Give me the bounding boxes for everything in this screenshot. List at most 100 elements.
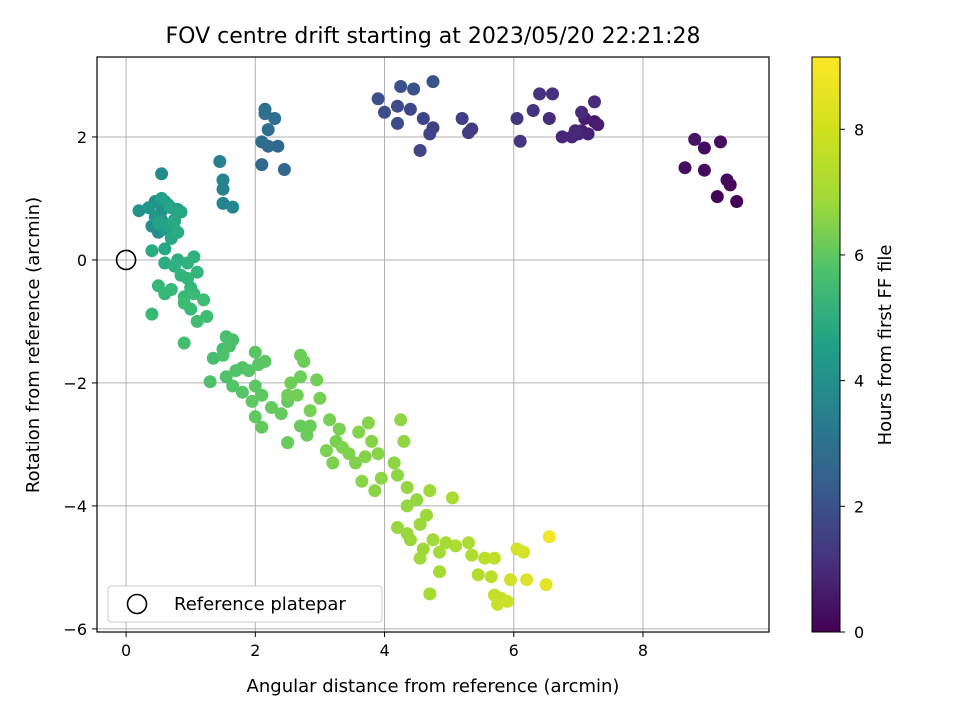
data-point <box>197 293 211 307</box>
data-point <box>374 471 388 485</box>
x-tick-label: 4 <box>379 641 389 660</box>
data-point <box>303 419 317 433</box>
data-point <box>504 573 517 587</box>
data-point <box>226 333 240 347</box>
data-point <box>332 422 346 436</box>
data-point <box>168 259 181 273</box>
data-point <box>526 104 540 117</box>
data-point <box>190 314 204 328</box>
colorbar-tick-label: 0 <box>854 623 864 642</box>
data-point <box>313 391 327 405</box>
data-point <box>219 370 233 384</box>
data-point <box>323 413 337 427</box>
data-point <box>730 195 744 208</box>
x-tick-label: 8 <box>638 641 648 660</box>
colorbar-tick-label: 8 <box>854 120 864 139</box>
data-point <box>542 112 556 125</box>
legend-label: Reference platepar <box>174 594 346 615</box>
data-point <box>484 570 498 584</box>
data-point <box>319 444 333 458</box>
y-tick-label: 2 <box>77 128 87 147</box>
data-point <box>361 416 375 430</box>
data-point <box>268 112 282 125</box>
x-axis-label: Angular distance from reference (arcmin) <box>247 676 620 697</box>
y-axis: −6 −4 −2 0 2 <box>63 128 97 639</box>
data-point <box>697 163 711 177</box>
data-point <box>365 434 379 448</box>
data-point <box>371 447 385 461</box>
data-point <box>155 167 169 181</box>
data-point <box>187 287 201 301</box>
y-tick-label: 0 <box>77 251 87 270</box>
data-point <box>371 92 385 106</box>
data-point <box>413 551 427 565</box>
data-point <box>352 425 366 439</box>
data-point <box>462 536 475 550</box>
data-point <box>397 434 411 448</box>
x-tick-label: 6 <box>509 641 519 660</box>
data-point <box>248 345 262 359</box>
data-point <box>445 491 459 505</box>
x-tick-label: 0 <box>121 641 131 660</box>
data-point <box>520 573 534 587</box>
data-point <box>310 373 324 387</box>
data-point <box>164 201 178 215</box>
data-point <box>303 404 317 418</box>
data-point <box>255 388 269 402</box>
data-point <box>245 394 259 408</box>
data-point <box>255 420 269 434</box>
data-point <box>258 102 272 116</box>
data-point <box>433 565 446 579</box>
data-point <box>164 283 178 296</box>
data-point <box>281 436 295 450</box>
data-point <box>400 481 414 494</box>
data-point <box>462 126 475 140</box>
data-point <box>710 190 724 204</box>
data-point <box>226 379 240 393</box>
chart-title: FOV centre drift starting at 2023/05/20 … <box>166 24 701 49</box>
data-point <box>355 474 369 488</box>
data-point <box>358 450 372 464</box>
data-point <box>271 139 285 153</box>
data-point <box>297 354 311 368</box>
data-point <box>433 545 446 559</box>
reference-marker <box>115 249 137 271</box>
data-point <box>235 385 249 399</box>
data-point <box>581 127 595 141</box>
data-point <box>177 296 191 310</box>
data-point <box>410 493 424 507</box>
data-point <box>391 99 404 113</box>
data-point <box>200 310 214 323</box>
legend: Reference platepar <box>107 585 383 623</box>
colorbar-gradient <box>811 56 841 633</box>
data-points <box>132 75 744 611</box>
data-point <box>546 87 559 101</box>
data-point <box>158 242 172 256</box>
data-point <box>420 508 433 522</box>
y-axis-label: Rotation from reference (arcmin) <box>23 197 44 493</box>
data-point <box>145 307 159 321</box>
data-point <box>413 517 427 531</box>
y-tick-label: −6 <box>63 620 87 639</box>
data-point <box>391 468 404 482</box>
data-point <box>151 279 165 293</box>
data-point <box>242 364 256 378</box>
data-point <box>688 132 702 146</box>
legend-marker <box>126 593 148 615</box>
data-point <box>426 75 440 89</box>
data-point <box>248 410 262 424</box>
colorbar-tick-label: 2 <box>854 497 864 516</box>
data-point <box>216 348 230 362</box>
data-point <box>326 456 340 470</box>
data-point <box>248 379 262 393</box>
data-point <box>471 568 485 582</box>
data-point <box>261 123 275 137</box>
data-point <box>294 419 307 433</box>
data-point <box>265 401 278 414</box>
x-axis: 0 2 4 6 8 <box>121 632 648 660</box>
data-point <box>403 102 417 116</box>
data-point <box>226 200 240 214</box>
data-point <box>714 135 727 149</box>
data-point <box>678 161 692 175</box>
colorbar-ticks: 0 2 4 6 8 <box>840 120 864 642</box>
